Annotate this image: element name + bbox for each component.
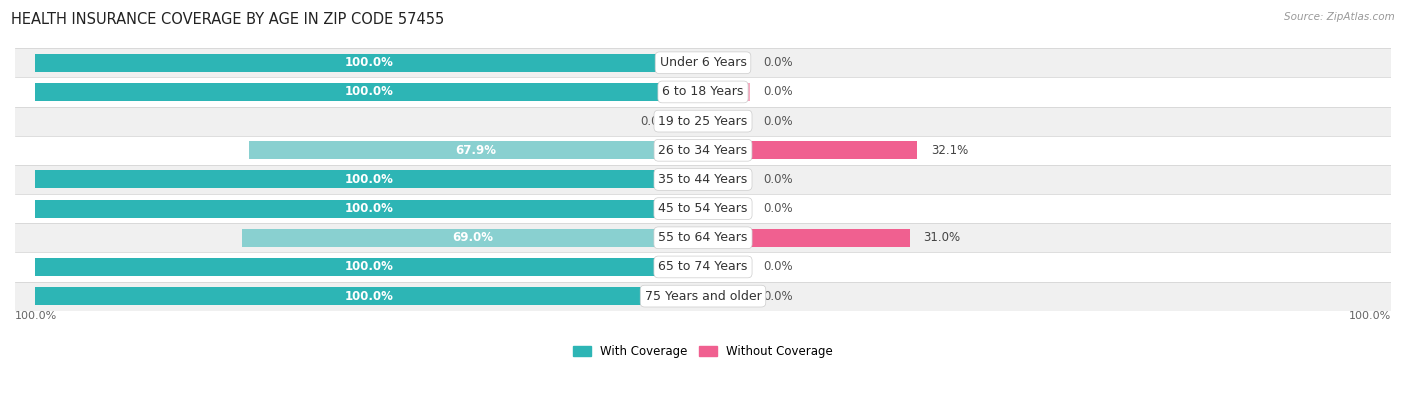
- Bar: [703, 141, 918, 159]
- Bar: [703, 112, 749, 130]
- Text: 100.0%: 100.0%: [344, 173, 394, 186]
- Text: 31.0%: 31.0%: [924, 231, 960, 244]
- Bar: [35, 83, 703, 101]
- Bar: [676, 112, 703, 130]
- Text: 0.0%: 0.0%: [640, 115, 669, 128]
- Bar: [15, 107, 1391, 136]
- Text: 0.0%: 0.0%: [763, 173, 793, 186]
- Text: 45 to 54 Years: 45 to 54 Years: [658, 202, 748, 215]
- Text: 0.0%: 0.0%: [763, 202, 793, 215]
- Bar: [15, 77, 1391, 107]
- Text: 0.0%: 0.0%: [763, 85, 793, 98]
- Text: 0.0%: 0.0%: [763, 261, 793, 273]
- Bar: [15, 165, 1391, 194]
- Text: 100.0%: 100.0%: [1348, 311, 1391, 321]
- Text: 100.0%: 100.0%: [15, 311, 58, 321]
- Bar: [703, 200, 749, 217]
- Bar: [15, 281, 1391, 311]
- Text: 0.0%: 0.0%: [763, 115, 793, 128]
- Bar: [35, 258, 703, 276]
- Text: 65 to 74 Years: 65 to 74 Years: [658, 261, 748, 273]
- Text: 19 to 25 Years: 19 to 25 Years: [658, 115, 748, 128]
- Bar: [703, 229, 910, 247]
- Text: 75 Years and older: 75 Years and older: [644, 290, 762, 303]
- Text: HEALTH INSURANCE COVERAGE BY AGE IN ZIP CODE 57455: HEALTH INSURANCE COVERAGE BY AGE IN ZIP …: [11, 12, 444, 27]
- Text: 35 to 44 Years: 35 to 44 Years: [658, 173, 748, 186]
- Bar: [35, 54, 703, 72]
- Text: 100.0%: 100.0%: [344, 290, 394, 303]
- Bar: [15, 252, 1391, 281]
- Bar: [15, 223, 1391, 252]
- Bar: [35, 200, 703, 217]
- Bar: [703, 83, 749, 101]
- Text: 69.0%: 69.0%: [453, 231, 494, 244]
- Text: 100.0%: 100.0%: [344, 261, 394, 273]
- Bar: [35, 287, 703, 305]
- Text: Source: ZipAtlas.com: Source: ZipAtlas.com: [1284, 12, 1395, 22]
- Bar: [15, 194, 1391, 223]
- Text: 100.0%: 100.0%: [344, 85, 394, 98]
- Text: 0.0%: 0.0%: [763, 56, 793, 69]
- Bar: [15, 136, 1391, 165]
- Text: 6 to 18 Years: 6 to 18 Years: [662, 85, 744, 98]
- Bar: [249, 141, 703, 159]
- Text: Under 6 Years: Under 6 Years: [659, 56, 747, 69]
- Text: 32.1%: 32.1%: [931, 144, 967, 157]
- Bar: [242, 229, 703, 247]
- Text: 26 to 34 Years: 26 to 34 Years: [658, 144, 748, 157]
- Bar: [703, 287, 749, 305]
- Text: 55 to 64 Years: 55 to 64 Years: [658, 231, 748, 244]
- Bar: [703, 171, 749, 188]
- Text: 100.0%: 100.0%: [344, 202, 394, 215]
- Text: 0.0%: 0.0%: [763, 290, 793, 303]
- Text: 100.0%: 100.0%: [344, 56, 394, 69]
- Bar: [35, 171, 703, 188]
- Bar: [703, 54, 749, 72]
- Text: 67.9%: 67.9%: [456, 144, 496, 157]
- Legend: With Coverage, Without Coverage: With Coverage, Without Coverage: [568, 340, 838, 363]
- Bar: [15, 48, 1391, 77]
- Bar: [703, 258, 749, 276]
